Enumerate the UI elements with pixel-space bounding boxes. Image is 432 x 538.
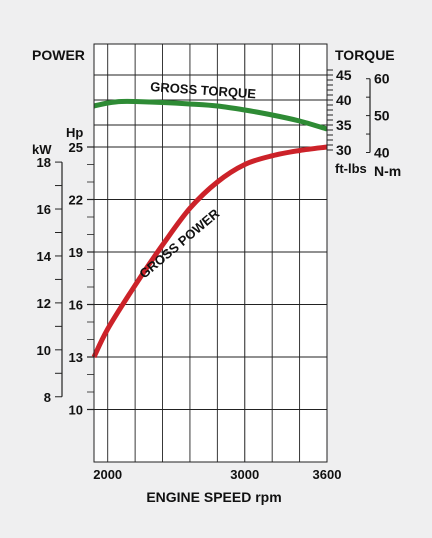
nm-axis: 60 50 40 xyxy=(366,71,390,160)
power-title: POWER xyxy=(32,47,85,63)
plot-area xyxy=(94,44,327,462)
hp-tick-label: 22 xyxy=(69,193,83,208)
x-tick-label: 2000 xyxy=(93,467,122,482)
series-layer xyxy=(91,98,328,359)
kw-tick-label: 8 xyxy=(44,390,51,405)
gross-power-line xyxy=(91,144,328,359)
plot-frame xyxy=(93,43,328,463)
kw-tick-label: 16 xyxy=(37,202,51,217)
nm-tick-label: 50 xyxy=(374,108,390,124)
gross-torque-label: GROSS TORQUE xyxy=(150,79,257,101)
hp-unit-label: Hp xyxy=(66,125,83,140)
hp-tick-label: 19 xyxy=(69,245,83,260)
ftlbs-axis: 45 40 35 30 xyxy=(327,67,352,158)
kw-tick-label: 14 xyxy=(37,249,52,264)
kw-tick-label: 12 xyxy=(37,296,51,311)
ftlbs-tick-label: 40 xyxy=(336,92,352,108)
nm-tick-label: 40 xyxy=(374,144,390,160)
hp-tick-label: 10 xyxy=(69,403,83,418)
ftlbs-tick-label: 35 xyxy=(336,117,352,133)
nm-tick-label: 60 xyxy=(374,71,390,87)
hp-tick-label: 16 xyxy=(69,298,83,313)
kw-tick-label: 18 xyxy=(37,155,51,170)
grid xyxy=(94,44,327,462)
kw-unit-label: kW xyxy=(32,142,52,157)
ftlbs-tick-label: 45 xyxy=(336,67,352,83)
x-axis-label: ENGINE SPEED rpm xyxy=(146,489,281,505)
hp-axis: 25 22 19 16 13 10 xyxy=(69,140,94,418)
nm-unit-label: N-m xyxy=(374,163,401,179)
torque-title: TORQUE xyxy=(335,47,395,63)
hp-tick-label: 13 xyxy=(69,350,83,365)
ftlbs-unit-label: ft-lbs xyxy=(335,161,367,176)
ftlbs-tick-label: 30 xyxy=(336,142,352,158)
kw-axis: 18 16 14 12 10 8 xyxy=(37,155,63,405)
x-tick-label: 3000 xyxy=(230,467,259,482)
x-tick-label: 3600 xyxy=(313,467,342,482)
kw-tick-label: 10 xyxy=(37,343,51,358)
gross-torque-line xyxy=(93,98,328,132)
x-axis: 2000 3000 3600 xyxy=(93,467,341,482)
hp-tick-label: 25 xyxy=(69,140,83,155)
